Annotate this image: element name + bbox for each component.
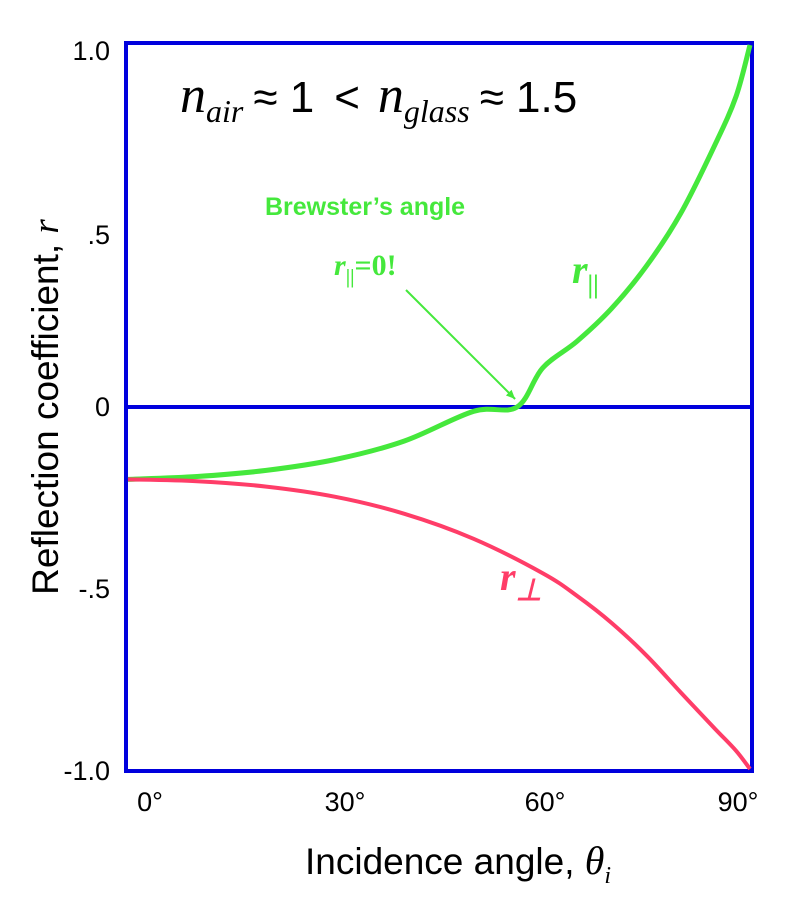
brewster-condition-label: r||=0!	[334, 249, 397, 288]
series-r-parallel-line	[127, 44, 753, 482]
series-label-r-parallel: r||	[572, 247, 599, 299]
y-tick-label: .5	[87, 220, 110, 250]
series-r-perpendicular-line	[127, 477, 752, 771]
brewster-arrow	[405, 289, 516, 400]
x-tick-label: 60°	[525, 787, 566, 817]
refractive-index-equation: nair ≈ 1 < nglass ≈ 1.5	[180, 67, 577, 129]
y-tick-label: -1.0	[63, 756, 110, 786]
series-label-r-perpendicular: r⊥	[500, 554, 542, 607]
y-axis-title: Reflection coefficient, r	[25, 219, 67, 595]
y-tick-label: 1.0	[72, 36, 110, 66]
x-tick-label: 0°	[137, 787, 163, 817]
y-tick-label: -.5	[78, 574, 110, 604]
x-tick-label: 30°	[325, 787, 366, 817]
y-axis-ticks: 1.0 .5 0 -.5 -1.0	[63, 36, 110, 786]
x-tick-label: 90°	[718, 787, 759, 817]
brewster-angle-label: Brewster’s angle	[265, 193, 465, 221]
y-tick-label: 0	[95, 392, 110, 422]
x-axis-title: Incidence angle, θi	[305, 838, 611, 889]
x-axis-ticks: 0° 30° 60° 90°	[137, 787, 758, 817]
